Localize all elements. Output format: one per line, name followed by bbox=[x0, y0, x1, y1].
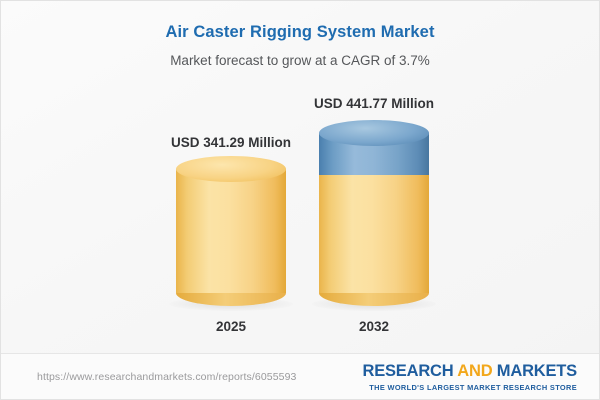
report-url[interactable]: https://www.researchandmarkets.com/repor… bbox=[37, 371, 297, 383]
chart-plot-area: USD 341.29 Million 2025 USD 441.77 Milli… bbox=[1, 1, 599, 353]
axis-label-2025: 2025 bbox=[215, 319, 247, 334]
bar-cylinder-2032[interactable] bbox=[319, 120, 429, 306]
brand-logo-and: AND bbox=[457, 362, 493, 380]
page-title: Air Caster Rigging System Market bbox=[165, 23, 435, 41]
chart-subtitle: Market forecast to grow at a CAGR of 3.7… bbox=[170, 53, 430, 68]
footer-divider bbox=[1, 353, 599, 354]
bar-body-base-2032 bbox=[319, 173, 429, 293]
footer-bar: https://www.researchandmarkets.com/repor… bbox=[1, 354, 599, 399]
axis-label-2032: 2032 bbox=[358, 319, 390, 334]
brand-logo-wordmark: RESEARCH AND MARKETS bbox=[362, 363, 577, 380]
bar-top-cap-2025 bbox=[176, 156, 286, 182]
brand-logo-markets: MARKETS bbox=[492, 362, 577, 380]
bar-value-label-2032: USD 441.77 Million bbox=[313, 96, 435, 111]
bar-cylinder-2025[interactable] bbox=[176, 156, 286, 306]
bar-group-2032: USD 441.77 Million 2032 bbox=[244, 1, 504, 353]
brand-logo-research: RESEARCH bbox=[362, 362, 458, 380]
brand-logo: RESEARCH AND MARKETS THE WORLD'S LARGEST… bbox=[362, 363, 577, 391]
brand-logo-tagline: THE WORLD'S LARGEST MARKET RESEARCH STOR… bbox=[369, 382, 577, 392]
bar-body-base-2025 bbox=[176, 169, 286, 293]
bar-group-2025: USD 341.29 Million 2025 bbox=[101, 1, 361, 353]
bar-value-label-2025: USD 341.29 Million bbox=[170, 135, 292, 150]
bar-top-cap-2032 bbox=[319, 120, 429, 146]
